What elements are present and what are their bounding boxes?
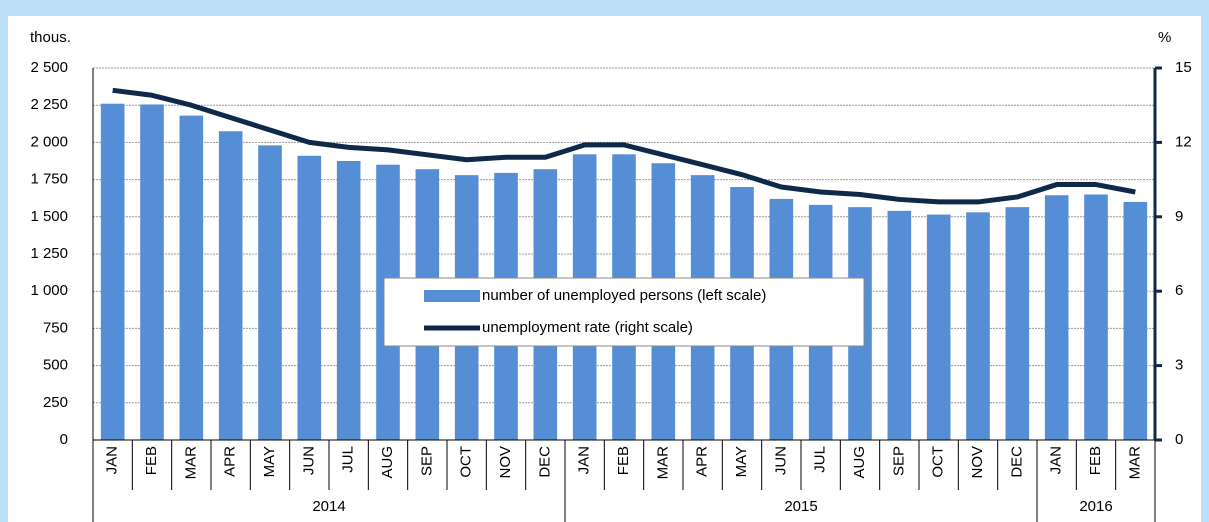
- line: [112, 87, 1136, 205]
- y2-tick-label: 3: [1175, 357, 1183, 374]
- bar: [140, 104, 164, 441]
- bar: [179, 115, 204, 440]
- x-tick-label: DEC: [1008, 446, 1025, 478]
- panel: [8, 16, 1201, 522]
- y-tick-label: 1 000: [30, 282, 68, 299]
- y-tick-label: 2 250: [30, 96, 68, 113]
- bar: [336, 161, 361, 440]
- x-tick-label: JUN: [300, 446, 317, 475]
- x-tick-label: FEB: [143, 446, 160, 475]
- x-tick-label: JAN: [576, 446, 593, 474]
- bar: [100, 103, 125, 440]
- x-tick-label: MAR: [1126, 446, 1143, 480]
- y2-unit: %: [1158, 29, 1171, 46]
- x-tick-label: SEP: [890, 446, 907, 476]
- x-tick-label: AUG: [851, 446, 868, 479]
- bar: [297, 155, 322, 441]
- y2-tick-label: 6: [1175, 282, 1183, 299]
- x-tick-label: JUN: [772, 446, 789, 475]
- x-tick-label: JUL: [340, 446, 357, 473]
- bar: [258, 145, 282, 440]
- legend-box: [383, 277, 865, 347]
- y2-tick-label: 15: [1175, 59, 1192, 76]
- y-tick-label: 2 000: [30, 133, 68, 150]
- y-unit: thous.: [30, 29, 71, 46]
- y-tick-label: 750: [43, 319, 68, 336]
- group-label: 2014: [312, 498, 345, 515]
- x-tick-label: OCT: [458, 446, 475, 478]
- legend-label: number of unemployed persons (left scale…: [482, 287, 766, 304]
- x-tick-label: MAY: [733, 446, 750, 477]
- group-label: 2016: [1079, 498, 1112, 515]
- y-tick-label: 1 500: [30, 208, 68, 225]
- y-tick-label: 1 750: [30, 171, 68, 188]
- x-tick-label: DEC: [536, 446, 553, 478]
- x-tick-label: NOV: [969, 446, 986, 479]
- y-tick-label: 1 250: [30, 245, 68, 262]
- x-tick-label: MAR: [182, 446, 199, 480]
- x-tick-label: JUL: [812, 446, 829, 473]
- x-tick-label: FEB: [1087, 446, 1104, 475]
- bar: [1005, 207, 1030, 440]
- legend-swatch: [424, 290, 480, 302]
- bar: [1123, 201, 1148, 440]
- y-tick-label: 2 500: [30, 59, 68, 76]
- y2-tick-label: 12: [1175, 133, 1192, 150]
- y-tick-label: 500: [43, 357, 68, 374]
- x-tick-label: APR: [222, 446, 239, 477]
- y-tick-label: 250: [43, 394, 68, 411]
- bar: [1084, 194, 1108, 440]
- bar: [966, 212, 990, 440]
- x-tick-label: JAN: [1048, 446, 1065, 474]
- x-tick-label: OCT: [930, 446, 947, 478]
- bar: [1044, 195, 1069, 440]
- bar: [218, 131, 243, 441]
- x-tick-label: NOV: [497, 446, 514, 479]
- x-tick-label: FEB: [615, 446, 632, 475]
- y2-tick-label: 9: [1175, 208, 1183, 225]
- legend-label: unemployment rate (right scale): [482, 319, 693, 336]
- x-tick-label: APR: [694, 446, 711, 477]
- x-tick-label: MAR: [654, 446, 671, 480]
- bar: [926, 214, 951, 440]
- y2-tick-label: 0: [1175, 431, 1183, 448]
- bar: [887, 210, 912, 440]
- x-tick-label: JAN: [104, 446, 121, 474]
- group-label: 2015: [784, 498, 817, 515]
- y-tick-label: 0: [60, 431, 68, 448]
- x-tick-label: MAY: [261, 446, 278, 477]
- x-tick-label: AUG: [379, 446, 396, 479]
- x-tick-label: SEP: [418, 446, 435, 476]
